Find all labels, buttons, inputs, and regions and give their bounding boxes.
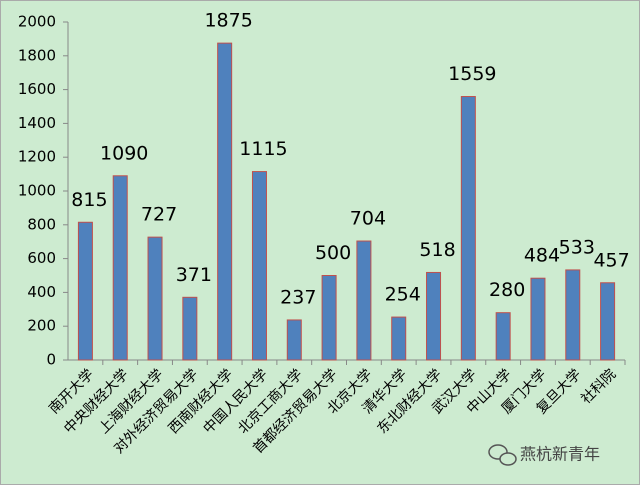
value-label: 1559 [448,63,496,85]
value-label: 518 [419,239,455,261]
bar [182,296,198,361]
x-tick-label: 社科院 [578,366,619,407]
value-label: 1875 [204,10,252,32]
bar [217,42,233,361]
value-label: 280 [489,279,525,301]
y-tick-label: 200 [27,317,56,335]
value-label: 727 [141,204,177,226]
bar [391,316,407,361]
watermark: 燕杭新青年 [520,445,600,464]
y-tick-label: 1200 [18,148,56,166]
bar [426,271,442,361]
value-label: 237 [280,286,316,308]
bar [321,275,337,361]
value-label: 457 [593,249,629,271]
bar [495,312,511,361]
value-label: 1090 [100,142,148,164]
bar [286,319,302,361]
y-tick-label: 1000 [18,182,56,200]
value-label: 1115 [239,138,287,160]
value-label: 371 [176,264,212,286]
bar [251,171,267,361]
y-tick-label: 1600 [18,80,56,98]
value-label: 500 [315,242,351,264]
y-tick-label: 0 [46,351,56,369]
value-label: 815 [71,189,107,211]
bar [112,175,128,361]
value-label: 484 [524,245,560,267]
y-tick-label: 1400 [18,114,56,132]
y-tick-label: 400 [27,283,56,301]
bar [600,282,616,361]
y-tick-label: 800 [27,215,56,233]
bar [565,269,581,361]
y-tick-label: 2000 [18,13,56,31]
bar [147,236,163,361]
bar [530,277,546,361]
watermark-icon [488,444,517,466]
bar [356,240,372,361]
value-label: 704 [350,208,386,230]
y-tick-label: 1800 [18,46,56,64]
value-label: 254 [385,284,421,306]
value-label: 533 [559,236,595,258]
y-tick-label: 600 [27,249,56,267]
bar [77,221,93,361]
bar [460,96,476,361]
